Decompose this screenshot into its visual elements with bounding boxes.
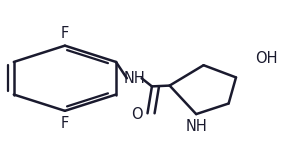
Text: F: F xyxy=(61,26,69,41)
Text: OH: OH xyxy=(255,51,278,66)
Text: O: O xyxy=(131,107,143,122)
Text: F: F xyxy=(61,116,69,131)
Text: NH: NH xyxy=(123,71,145,86)
Text: NH: NH xyxy=(185,119,207,134)
